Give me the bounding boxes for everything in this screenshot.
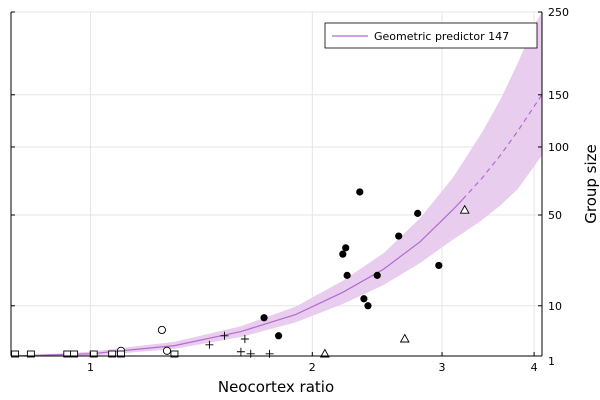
x-tick-label: 2 (309, 361, 316, 374)
x-axis-ticks: 1 2 3 4 (87, 352, 538, 374)
point-open-square (117, 350, 125, 358)
point-filled-circle (356, 188, 364, 196)
point-plus (220, 331, 229, 340)
legend: Geometric predictor 147 (324, 22, 538, 49)
point-filled-circle (274, 332, 283, 340)
point-open-square (170, 350, 179, 358)
point-open-square (11, 350, 20, 358)
point-open-circle (162, 346, 172, 355)
point-filled-circle (342, 244, 350, 252)
point-open-circle (157, 325, 166, 335)
y-tick-label: 10 (548, 300, 562, 313)
point-filled-circle (343, 271, 351, 279)
point-plus (240, 334, 249, 343)
point-plus (265, 349, 274, 358)
point-open-square (70, 350, 79, 358)
point-plus (246, 349, 255, 358)
point-plus (236, 347, 245, 356)
fit-line-solid (10, 198, 464, 357)
point-filled-circle (360, 295, 368, 303)
legend-entry-fit: Geometric predictor 147 (374, 30, 509, 43)
point-filled-circle (435, 261, 443, 270)
x-axis-title: Neocortex ratio (218, 378, 334, 396)
point-filled-circle (373, 271, 381, 279)
y-tick-label: 100 (548, 141, 569, 154)
y-tick-label: 1 (548, 355, 555, 368)
data-points (11, 188, 470, 358)
fit-line (10, 94, 543, 357)
point-filled-circle (260, 314, 268, 322)
y-tick-label: 150 (548, 89, 569, 102)
point-filled-circle (364, 302, 372, 310)
plot-frame (10, 12, 543, 357)
point-open-square (26, 350, 35, 358)
point-filled-circle (339, 250, 347, 258)
y-axis-title: Group size (582, 144, 600, 224)
fit-line-dashed (462, 94, 543, 200)
point-filled-circle (414, 209, 422, 217)
x-tick-label: 3 (439, 361, 446, 374)
y-axis-ticks: 1 10 50 100 150 250 (11, 6, 569, 368)
point-filled-circle (395, 232, 403, 240)
point-plus (205, 340, 214, 349)
point-open-square (108, 350, 117, 358)
point-open-triangle (319, 348, 330, 358)
point-open-triangle (399, 333, 410, 343)
y-tick-label: 50 (548, 209, 562, 222)
point-open-triangle (459, 204, 470, 214)
x-tick-label: 4 (531, 361, 538, 374)
y-tick-label: 250 (548, 6, 569, 19)
x-tick-label: 1 (87, 361, 94, 374)
